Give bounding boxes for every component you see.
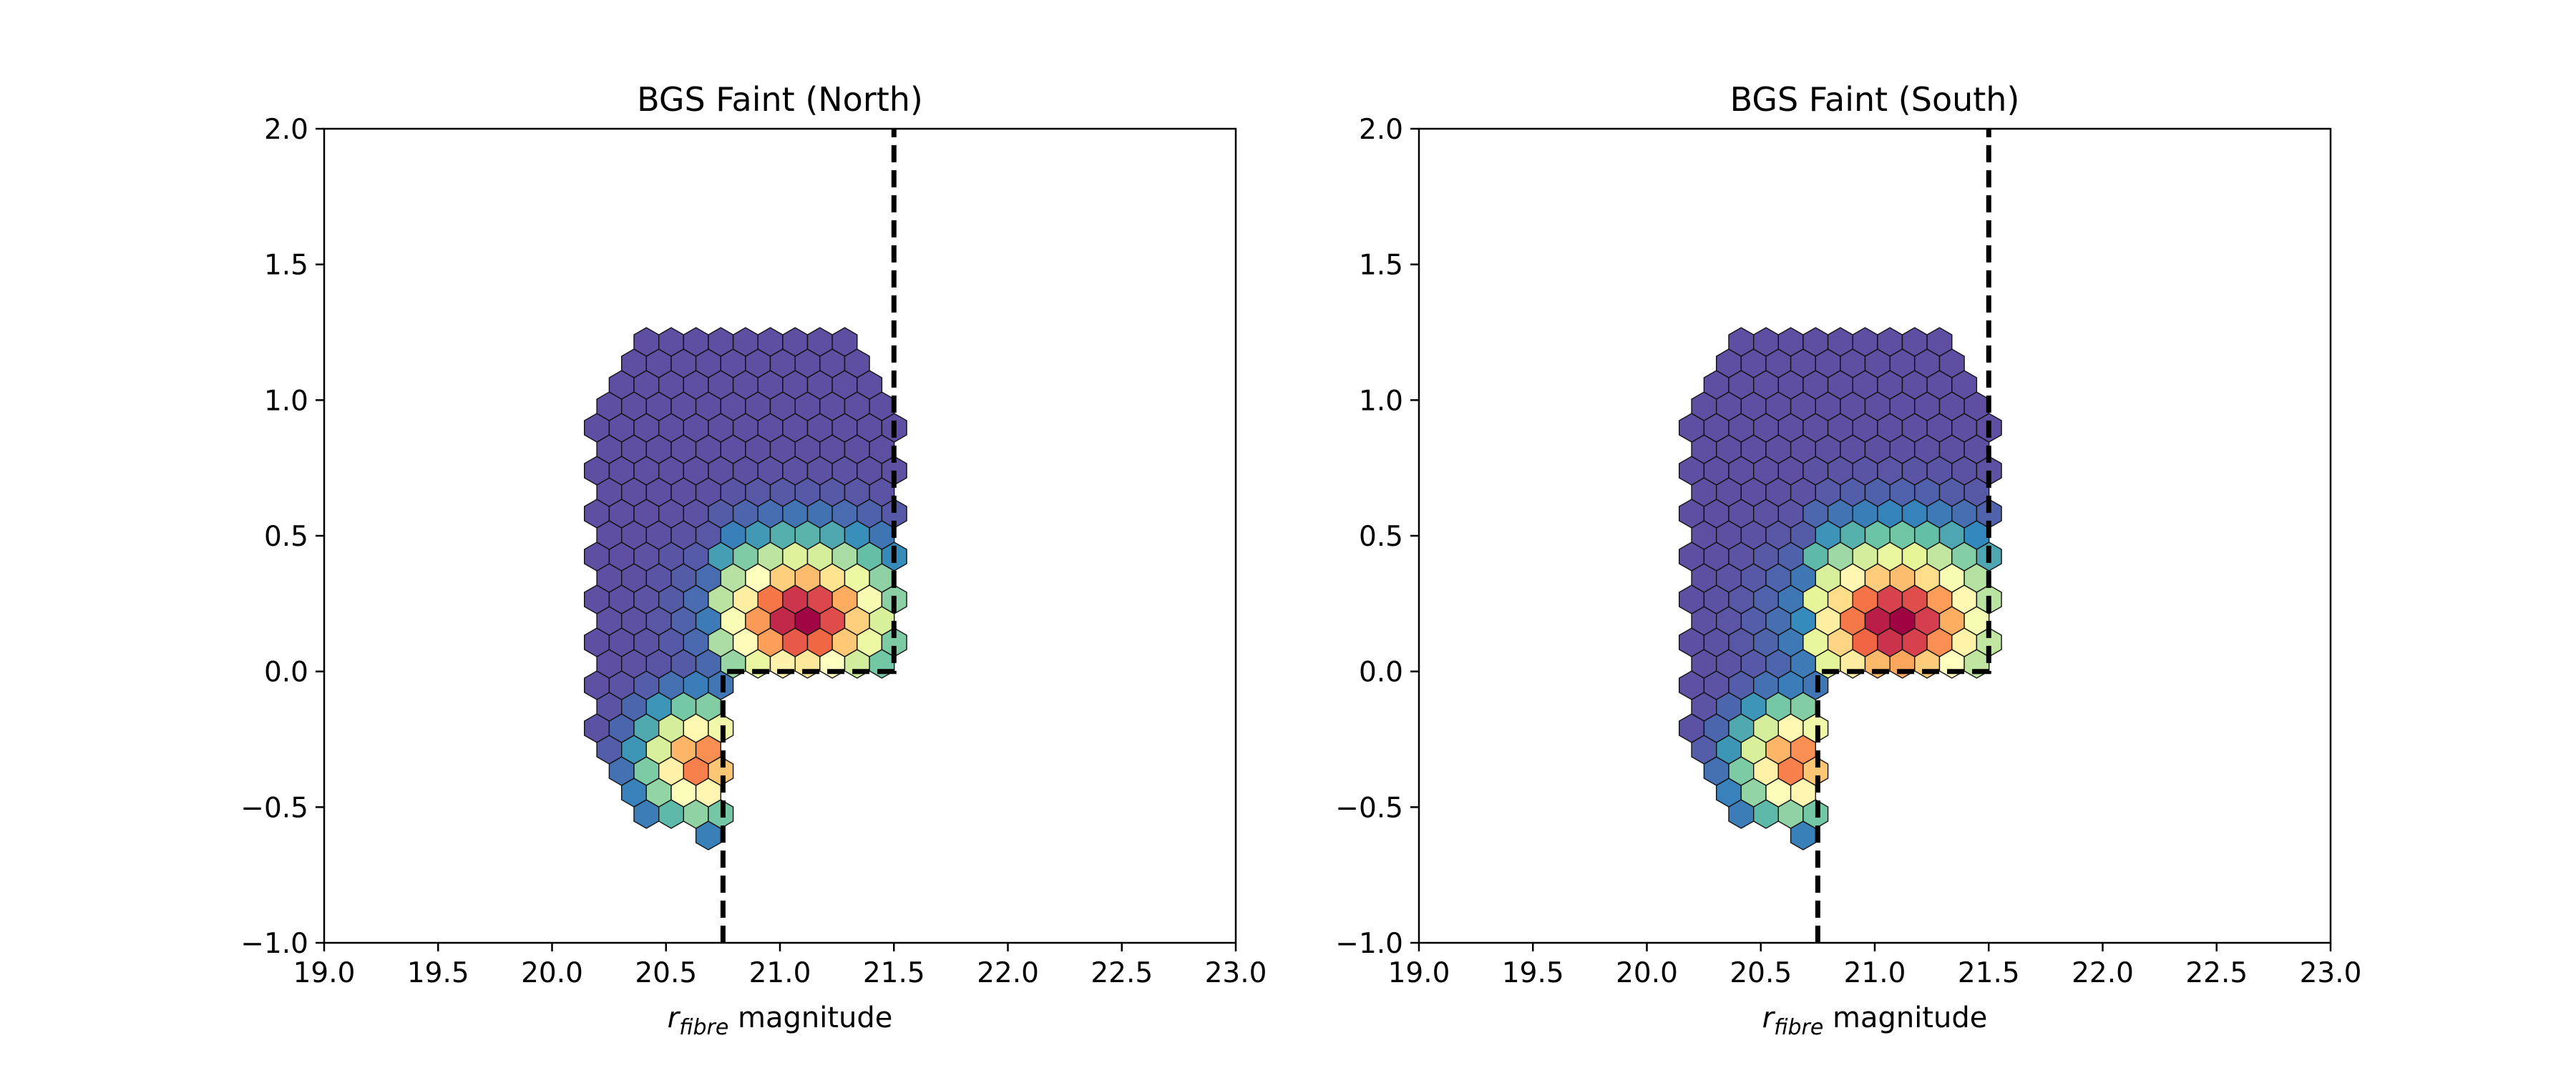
x-tick-label: 23.0: [2300, 957, 2362, 989]
panel-south: BGS Faint (South) 19.0 19.5 20.0 20.5 21.0 21…: [1335, 80, 2361, 1040]
y-tick-label: 0.0: [264, 657, 308, 689]
x-tick-label: 22.5: [1091, 957, 1153, 989]
x-tick-label: 20.5: [1729, 957, 1792, 989]
x-axis: 19.0 19.5 20.0 20.5 21.0 21.5 22.0 22.5 23.0: [1388, 943, 2362, 989]
x-tick-label: 22.5: [2185, 957, 2248, 989]
x-tick-label: 19.5: [1502, 957, 1564, 989]
hexbin-layer: [584, 327, 907, 851]
x-tick-label: 22.0: [977, 957, 1039, 989]
panel-north: BGS Faint (North) 19.0 19.5 20.0 20.5 21.0 21…: [240, 80, 1267, 1040]
x-tick-label: 23.0: [1205, 957, 1267, 989]
y-tick-label: 2.0: [264, 114, 308, 146]
y-tick-label: 1.5: [264, 250, 308, 282]
y-tick-label: 2.0: [1359, 114, 1403, 146]
y-tick-label: 0.0: [1359, 657, 1403, 689]
x-tick-label: 21.5: [1958, 957, 2020, 989]
selection-cut-line: [720, 129, 897, 943]
x-tick-label: 19.0: [1388, 957, 1450, 989]
hexbin-cell: [1926, 327, 1953, 357]
selection-cut-line: [1815, 129, 1991, 943]
y-axis: 2.0 1.5 1.0 0.5 0.0 −0.5 −1.0: [1335, 114, 1419, 960]
x-axis-label: rfibre magnitude: [1762, 1001, 1988, 1040]
x-tick-label: 20.0: [521, 957, 583, 989]
y-tick-label: −1.0: [240, 928, 308, 960]
y-tick-label: 0.5: [264, 521, 308, 553]
y-tick-label: −1.0: [1335, 928, 1403, 960]
x-tick-label: 22.0: [2072, 957, 2134, 989]
y-axis: 2.0 1.5 1.0 0.5 0.0 −0.5 −1.0: [240, 114, 324, 960]
x-tick-label: 21.0: [749, 957, 811, 989]
y-tick-label: −0.5: [1335, 792, 1403, 824]
x-tick-label: 21.0: [1844, 957, 1906, 989]
x-axis: 19.0 19.5 20.0 20.5 21.0 21.5 22.0 22.5 23.0: [293, 943, 1267, 989]
y-tick-label: 1.0: [264, 385, 308, 417]
hexbin-cell: [831, 327, 858, 357]
y-tick-label: 1.5: [1359, 250, 1403, 282]
x-tick-label: 21.5: [863, 957, 925, 989]
panel-title: BGS Faint (South): [1730, 80, 2020, 119]
x-axis-label: rfibre magnitude: [668, 1001, 893, 1040]
x-tick-label: 19.0: [293, 957, 356, 989]
panel-title: BGS Faint (North): [637, 80, 923, 119]
y-tick-label: −0.5: [240, 792, 308, 824]
x-tick-label: 20.0: [1616, 957, 1678, 989]
hexbin-layer: [1678, 327, 2002, 851]
y-tick-label: 1.0: [1359, 385, 1403, 417]
y-tick-label: 0.5: [1359, 521, 1403, 553]
x-tick-label: 20.5: [635, 957, 697, 989]
x-tick-label: 19.5: [407, 957, 469, 989]
